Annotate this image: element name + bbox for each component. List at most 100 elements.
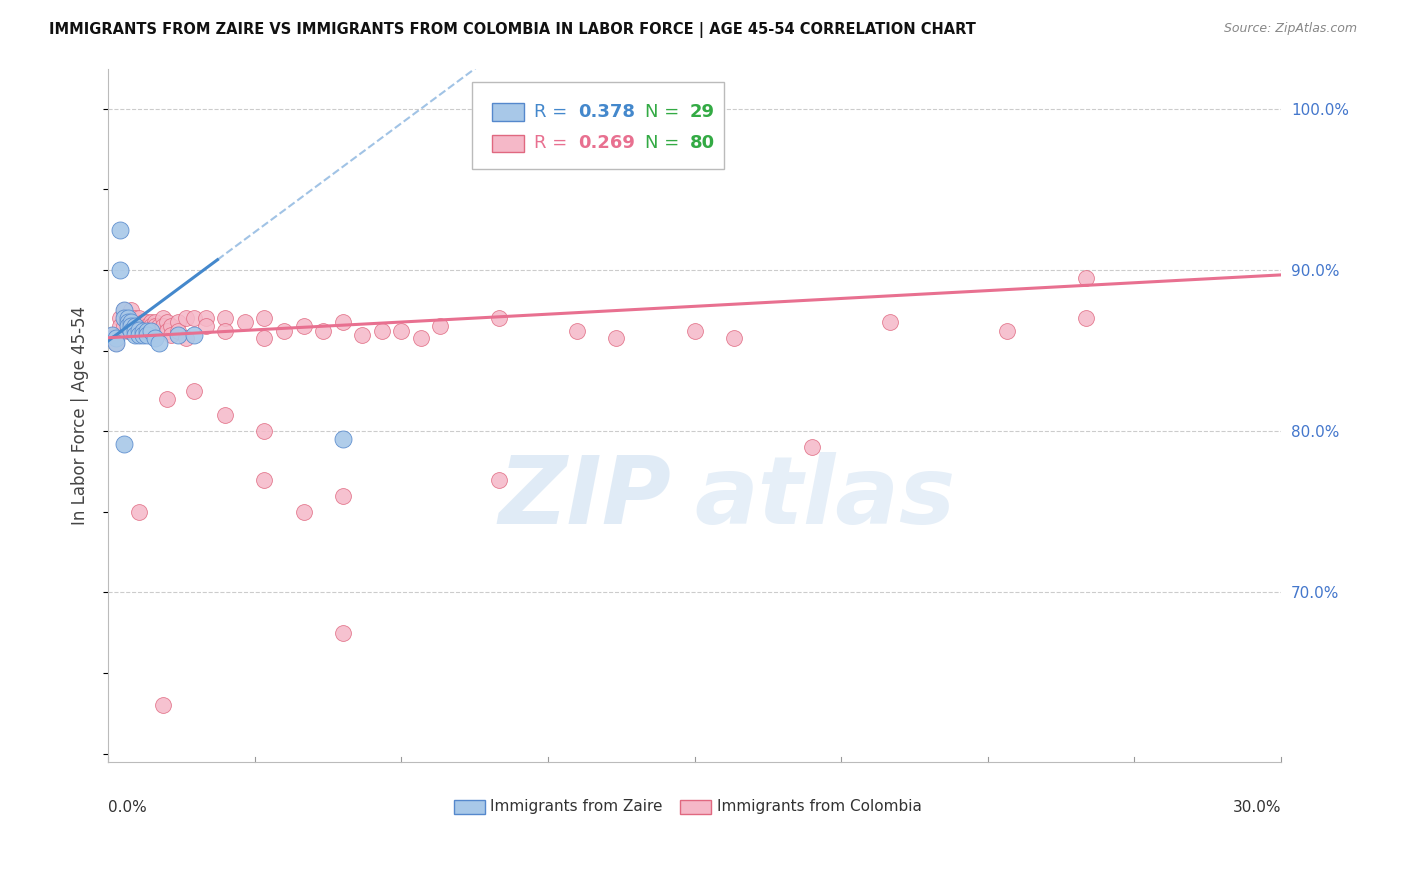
Text: 0.378: 0.378 <box>578 103 636 120</box>
Point <box>332 489 354 503</box>
FancyBboxPatch shape <box>681 800 711 814</box>
Point <box>143 315 166 329</box>
Point <box>605 331 627 345</box>
Text: ZIP: ZIP <box>498 452 671 544</box>
Point <box>488 473 510 487</box>
Point <box>128 505 150 519</box>
Point <box>167 327 190 342</box>
Point <box>139 324 162 338</box>
Point <box>117 315 139 329</box>
Point <box>156 324 179 338</box>
Point <box>112 303 135 318</box>
Point <box>132 315 155 329</box>
Point <box>292 319 315 334</box>
Point <box>332 315 354 329</box>
Text: IMMIGRANTS FROM ZAIRE VS IMMIGRANTS FROM COLOMBIA IN LABOR FORCE | AGE 45-54 COR: IMMIGRANTS FROM ZAIRE VS IMMIGRANTS FROM… <box>49 22 976 38</box>
Point <box>152 319 174 334</box>
Point <box>120 311 142 326</box>
Point <box>124 311 146 326</box>
Point <box>723 331 745 345</box>
FancyBboxPatch shape <box>471 82 724 169</box>
Point <box>120 324 142 338</box>
Point <box>194 311 217 326</box>
Point <box>124 319 146 334</box>
Point <box>253 424 276 438</box>
Point <box>139 319 162 334</box>
Point <box>312 324 335 338</box>
Point <box>108 311 131 326</box>
Point <box>214 408 236 422</box>
Point <box>332 625 354 640</box>
Point <box>104 335 127 350</box>
Point <box>136 327 159 342</box>
Point <box>683 324 706 338</box>
Point <box>152 311 174 326</box>
Point <box>253 473 276 487</box>
Point <box>152 698 174 713</box>
Point <box>104 335 127 350</box>
Point <box>183 311 205 326</box>
Point <box>233 315 256 329</box>
Point <box>429 319 451 334</box>
Point <box>1074 311 1097 326</box>
Point <box>214 324 236 338</box>
Point <box>167 315 190 329</box>
Point <box>128 319 150 334</box>
Point <box>409 331 432 345</box>
Point <box>352 327 374 342</box>
Point <box>117 311 139 326</box>
Point <box>183 384 205 398</box>
Point <box>132 324 155 338</box>
FancyBboxPatch shape <box>454 800 485 814</box>
Point <box>136 324 159 338</box>
Point <box>879 315 901 329</box>
Point <box>488 102 510 116</box>
Point <box>101 331 124 345</box>
Point <box>332 433 354 447</box>
FancyBboxPatch shape <box>492 135 524 153</box>
Text: 80: 80 <box>690 135 716 153</box>
Point <box>108 319 131 334</box>
Text: R =: R = <box>534 135 572 153</box>
Point <box>159 319 181 334</box>
Point <box>108 223 131 237</box>
Point <box>128 327 150 342</box>
Point <box>389 324 412 338</box>
Point <box>585 102 607 116</box>
Text: Source: ZipAtlas.com: Source: ZipAtlas.com <box>1223 22 1357 36</box>
Text: N =: N = <box>645 103 685 120</box>
Point <box>124 319 146 334</box>
Text: N =: N = <box>645 135 685 153</box>
Text: R =: R = <box>534 103 572 120</box>
Y-axis label: In Labor Force | Age 45-54: In Labor Force | Age 45-54 <box>72 306 89 524</box>
Point <box>139 324 162 338</box>
Point <box>253 311 276 326</box>
Point <box>101 327 124 342</box>
Point <box>124 327 146 342</box>
Point <box>174 331 197 345</box>
Point <box>159 327 181 342</box>
Point <box>120 324 142 338</box>
Text: 0.269: 0.269 <box>578 135 636 153</box>
Point <box>108 263 131 277</box>
Point <box>132 324 155 338</box>
Point <box>132 327 155 342</box>
Point <box>567 324 589 338</box>
Point <box>124 323 146 337</box>
Point <box>156 315 179 329</box>
Point <box>132 319 155 334</box>
Point <box>167 324 190 338</box>
FancyBboxPatch shape <box>492 103 524 120</box>
Point <box>124 324 146 338</box>
Point <box>117 311 139 326</box>
Text: 0.0%: 0.0% <box>108 800 146 815</box>
Point <box>139 315 162 329</box>
Point <box>214 311 236 326</box>
Point <box>101 327 124 342</box>
Text: 29: 29 <box>690 103 714 120</box>
Point <box>120 319 142 334</box>
Point <box>104 331 127 345</box>
Text: atlas: atlas <box>695 452 956 544</box>
Text: 30.0%: 30.0% <box>1233 800 1281 815</box>
Point <box>136 315 159 329</box>
